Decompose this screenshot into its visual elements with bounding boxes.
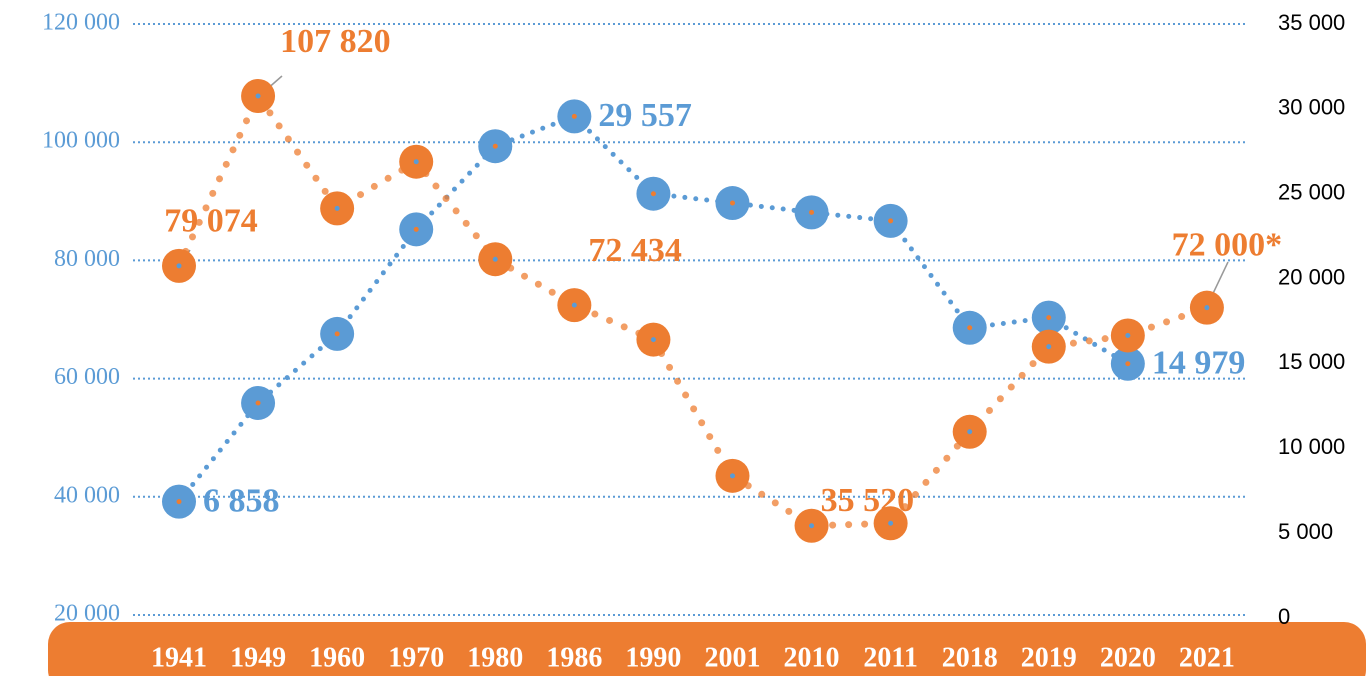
point-dot <box>1046 344 1052 350</box>
value-label: 79 074 <box>164 203 258 240</box>
point-dot <box>571 302 577 308</box>
point-dot <box>334 205 340 211</box>
y-tick-label: 120 000 <box>42 10 120 36</box>
x-tick-label: 1941 <box>151 642 207 673</box>
point-dot <box>176 499 182 505</box>
x-tick-label: 2018 <box>942 642 998 673</box>
x-tick-label: 1970 <box>388 642 444 673</box>
y2-tick-label: 30 000 <box>1278 95 1345 120</box>
y2-tick-label: 15 000 <box>1278 349 1345 374</box>
x-tick-label: 2021 <box>1179 642 1235 673</box>
value-label: 6 858 <box>203 482 280 519</box>
y2-tick-label: 20 000 <box>1278 264 1345 289</box>
y2-tick-label: 0 <box>1278 604 1290 629</box>
y2-tick-label: 35 000 <box>1278 10 1345 35</box>
point-dot <box>492 256 498 262</box>
point-dot <box>413 226 419 232</box>
x-tick-label: 1949 <box>230 642 286 673</box>
point-dot <box>255 400 261 406</box>
series-line <box>175 89 1211 530</box>
y2-tick-label: 25 000 <box>1278 180 1345 205</box>
x-tick-label: 1990 <box>625 642 681 673</box>
point-dot <box>967 429 973 435</box>
x-tick-label: 1960 <box>309 642 365 673</box>
y2-tick-label: 5 000 <box>1278 519 1333 544</box>
value-label: 72 000* <box>1172 226 1283 263</box>
x-tick-label: 2019 <box>1021 642 1077 673</box>
point-dot <box>729 473 735 479</box>
x-tick-label: 2010 <box>784 642 840 673</box>
point-dot <box>1125 361 1131 367</box>
point-dot <box>413 159 419 165</box>
y2-tick-label: 10 000 <box>1278 434 1345 459</box>
point-dot <box>650 191 656 197</box>
point-dot <box>176 263 182 269</box>
x-tick-label: 1986 <box>546 642 602 673</box>
point-dot <box>809 209 815 215</box>
point-dot <box>255 93 261 99</box>
x-tick-label: 2020 <box>1100 642 1156 673</box>
y-tick-label: 100 000 <box>42 128 120 154</box>
value-label: 107 820 <box>280 23 391 60</box>
point-dot <box>571 113 577 119</box>
y-tick-label: 40 000 <box>54 482 120 508</box>
point-dot <box>492 143 498 149</box>
y-tick-label: 20 000 <box>54 601 120 627</box>
point-dot <box>1125 332 1131 338</box>
point-dot <box>729 200 735 206</box>
point-dot <box>967 325 973 331</box>
x-tick-label: 1980 <box>467 642 523 673</box>
point-dot <box>888 218 894 224</box>
point-dot <box>1204 305 1210 311</box>
y-tick-label: 80 000 <box>54 246 120 272</box>
y-tick-label: 60 000 <box>54 364 120 390</box>
x-tick-label: 2001 <box>704 642 760 673</box>
point-dot <box>650 337 656 343</box>
point-dot <box>1046 315 1052 321</box>
category-band <box>48 622 1366 676</box>
value-label: 35 520 <box>821 482 915 519</box>
point-dot <box>334 331 340 337</box>
point-dot <box>809 523 815 529</box>
series-line <box>176 113 1131 505</box>
value-label: 72 434 <box>588 232 682 269</box>
value-label: 29 557 <box>598 97 692 134</box>
value-label: 14 979 <box>1152 345 1246 382</box>
x-tick-label: 2011 <box>863 642 917 673</box>
point-dot <box>888 520 894 526</box>
